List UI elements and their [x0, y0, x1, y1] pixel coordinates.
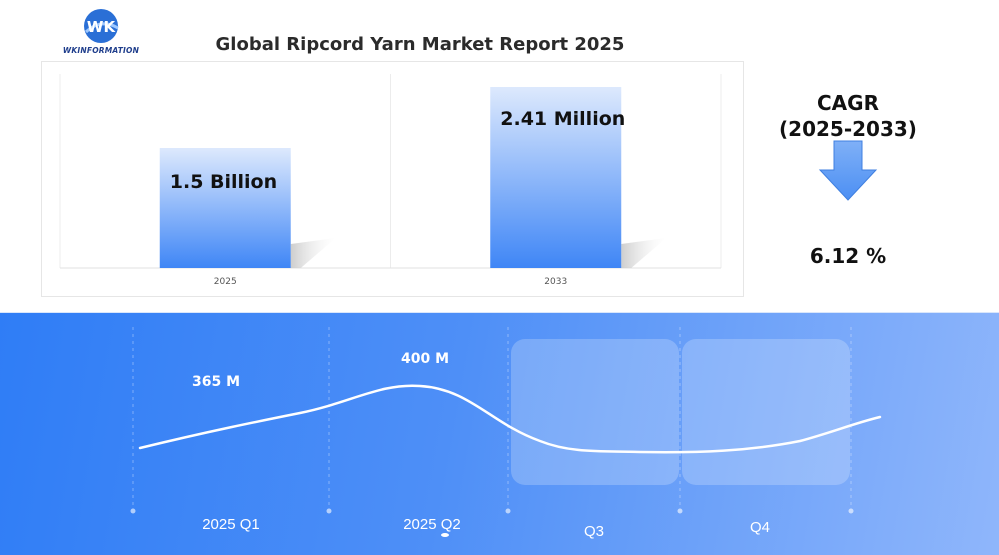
bar-chart-panel: 1.5 Billion 2025 2.41 Million 2033 [41, 61, 744, 297]
quarterly-trend-panel: 365 M 400 M 2025 Q1 2025 Q2 Q3 Q4 [0, 312, 999, 555]
x-tick-label: 2025 [214, 277, 237, 287]
page-title: Global Ripcord Yarn Market Report 2025 [215, 34, 625, 55]
logo-icon: WK [84, 9, 119, 43]
highlight-box-q4 [682, 339, 850, 485]
cagr-value: 6.12 % [809, 244, 887, 268]
bar-shadow [290, 238, 336, 268]
logo-letters: WK [87, 18, 117, 36]
quarterly-line-chart: 365 M 400 M 2025 Q1 2025 Q2 Q3 Q4 [130, 327, 882, 540]
bar-shadow [621, 238, 667, 268]
trend-line [138, 384, 882, 454]
down-arrow-icon [818, 140, 878, 201]
quarter-label: Q3 [584, 523, 604, 540]
cagr-label-line2: (2025-2033) [779, 117, 917, 141]
quarter-label: 2025 Q2 [403, 516, 461, 533]
cagr-label-line1: CAGR [817, 91, 879, 115]
divider-dot [130, 508, 136, 514]
quarter-label: Q4 [750, 519, 770, 536]
bar-data-label: 2.41 Million [500, 108, 625, 130]
cagr-label: CAGR (2025-2033) [768, 90, 928, 142]
line-data-label: 400 M [401, 351, 449, 367]
divider-dot [677, 508, 683, 514]
bar-data-label: 1.5 Billion [170, 171, 277, 193]
bar-2025 [159, 148, 291, 268]
logo-text: WKINFORMATION [62, 46, 140, 55]
x-tick-label: 2033 [544, 277, 567, 287]
bar-2033 [490, 87, 622, 268]
divider-dot [848, 508, 854, 514]
highlight-box-q3 [511, 339, 679, 485]
quarter-label: 2025 Q1 [202, 516, 260, 533]
line-data-label: 365 M [192, 374, 240, 390]
divider-dot [326, 508, 332, 514]
divider-dot [505, 508, 511, 514]
bar-chart: 1.5 Billion 2025 2.41 Million 2033 [59, 74, 722, 287]
active-indicator [441, 533, 449, 537]
